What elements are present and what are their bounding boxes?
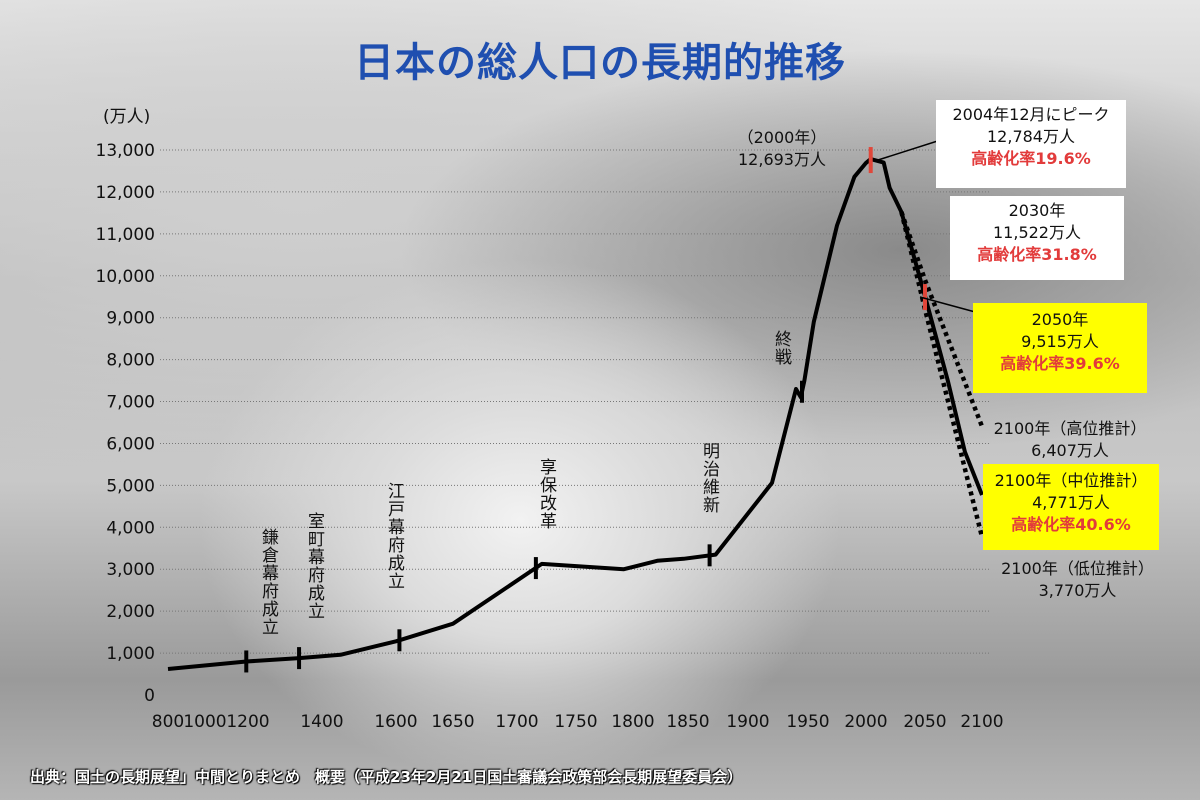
projection-line-1 bbox=[899, 211, 985, 428]
event-label-muromachi: 室町幕府成立 bbox=[304, 512, 324, 620]
x-tick-label: 1200 bbox=[226, 712, 269, 732]
x-tick-label: 1400 bbox=[300, 712, 343, 732]
y-tick-label: 13,000 bbox=[96, 141, 155, 161]
annotation-mid-title: 2100年（中位推計） bbox=[994, 471, 1148, 490]
y-tick-label: 7,000 bbox=[106, 393, 155, 413]
annotation-high-title: 2100年（高位推計） bbox=[993, 419, 1147, 438]
x-tick-label: 1950 bbox=[786, 712, 829, 732]
x-tick-label: 2000 bbox=[844, 712, 887, 732]
y-axis-unit: (万人) bbox=[103, 107, 150, 127]
annotation-2100-mid: 2100年（中位推計） 4,771万人 高齢化率40.6% bbox=[983, 464, 1159, 550]
y-tick-label: 9,000 bbox=[106, 309, 155, 329]
annotation-low-title: 2100年（低位推計） bbox=[1001, 559, 1154, 578]
annotation-peak: 2004年12月にピーク 12,784万人 高齢化率19.6% bbox=[936, 100, 1126, 188]
x-tick-label: 1850 bbox=[666, 712, 709, 732]
annotation-low-value: 3,770万人 bbox=[1038, 581, 1117, 600]
annotation-high-value: 6,407万人 bbox=[1031, 441, 1109, 460]
x-tick-label: 1800 bbox=[611, 712, 654, 732]
y-tick-label: 10,000 bbox=[96, 267, 155, 287]
annotation-2000-year: （2000年） bbox=[737, 128, 827, 147]
annotation-2100-high: 2100年（高位推計） 6,407万人 bbox=[975, 418, 1165, 462]
x-tick-label: 1900 bbox=[726, 712, 769, 732]
y-tick-label: 3,000 bbox=[106, 560, 155, 580]
annotation-2050-value: 9,515万人 bbox=[1021, 332, 1099, 351]
x-tick-label: 1000 bbox=[183, 712, 226, 732]
y-tick-label: 6,000 bbox=[106, 434, 155, 454]
chart-title: 日本の総人口の長期的推移 bbox=[354, 40, 846, 86]
y-tick-label: 5,000 bbox=[106, 476, 155, 496]
peak-leader-line bbox=[877, 137, 948, 161]
y-tick-label: 4,000 bbox=[106, 518, 155, 538]
projection-line-2 bbox=[899, 211, 985, 538]
y-tick-label: 8,000 bbox=[106, 351, 155, 371]
x-tick-label: 800 bbox=[152, 712, 184, 732]
annotation-2000-value: 12,693万人 bbox=[738, 150, 826, 169]
annotation-mid-rate: 高齢化率40.6% bbox=[1011, 515, 1131, 534]
event-label-war-end: 終戦 bbox=[771, 330, 791, 366]
x-tick-label: 2100 bbox=[960, 712, 1003, 732]
y-tick-label: 1,000 bbox=[106, 644, 155, 664]
annotation-2050: 2050年 9,515万人 高齢化率39.6% bbox=[973, 303, 1147, 393]
x-tick-label: 1650 bbox=[431, 712, 474, 732]
annotation-2050-rate: 高齢化率39.6% bbox=[1000, 354, 1120, 373]
event-label-meiji: 明治維新 bbox=[699, 442, 719, 514]
y-tick-label: 0 bbox=[144, 686, 155, 706]
annotation-2030-value: 11,522万人 bbox=[993, 223, 1081, 242]
annotation-mid-value: 4,771万人 bbox=[1032, 493, 1110, 512]
event-label-kamakura: 鎌倉幕府成立 bbox=[258, 528, 278, 636]
annotation-peak-rate: 高齢化率19.6% bbox=[971, 149, 1091, 168]
event-label-kyoho: 享保改革 bbox=[536, 458, 556, 530]
x-tick-label: 1750 bbox=[554, 712, 597, 732]
annotation-2050-year: 2050年 bbox=[1031, 310, 1089, 329]
annotation-2030-year: 2030年 bbox=[1008, 201, 1066, 220]
x-tick-label: 2050 bbox=[903, 712, 946, 732]
x-tick-label: 1700 bbox=[495, 712, 538, 732]
population-line bbox=[167, 157, 984, 671]
source-note: 出典：国土の長期展望」中間とりまとめ 概要（平成23年2月21日国土審議会政策部… bbox=[30, 768, 743, 786]
annotation-2000: （2000年） 12,693万人 bbox=[722, 127, 842, 171]
annotation-2030-rate: 高齢化率31.8% bbox=[977, 245, 1097, 264]
annotation-peak-value: 12,784万人 bbox=[987, 127, 1075, 146]
event-label-edo: 江戸幕府成立 bbox=[384, 482, 404, 590]
y-tick-label: 11,000 bbox=[96, 225, 155, 245]
y-tick-label: 2,000 bbox=[106, 602, 155, 622]
annotation-2030: 2030年 11,522万人 高齢化率31.8% bbox=[950, 196, 1124, 280]
y-tick-label: 12,000 bbox=[96, 183, 155, 203]
annotation-2100-low: 2100年（低位推計） 3,770万人 bbox=[985, 558, 1170, 602]
x-tick-label: 1600 bbox=[374, 712, 417, 732]
annotation-peak-title: 2004年12月にピーク bbox=[952, 105, 1110, 124]
